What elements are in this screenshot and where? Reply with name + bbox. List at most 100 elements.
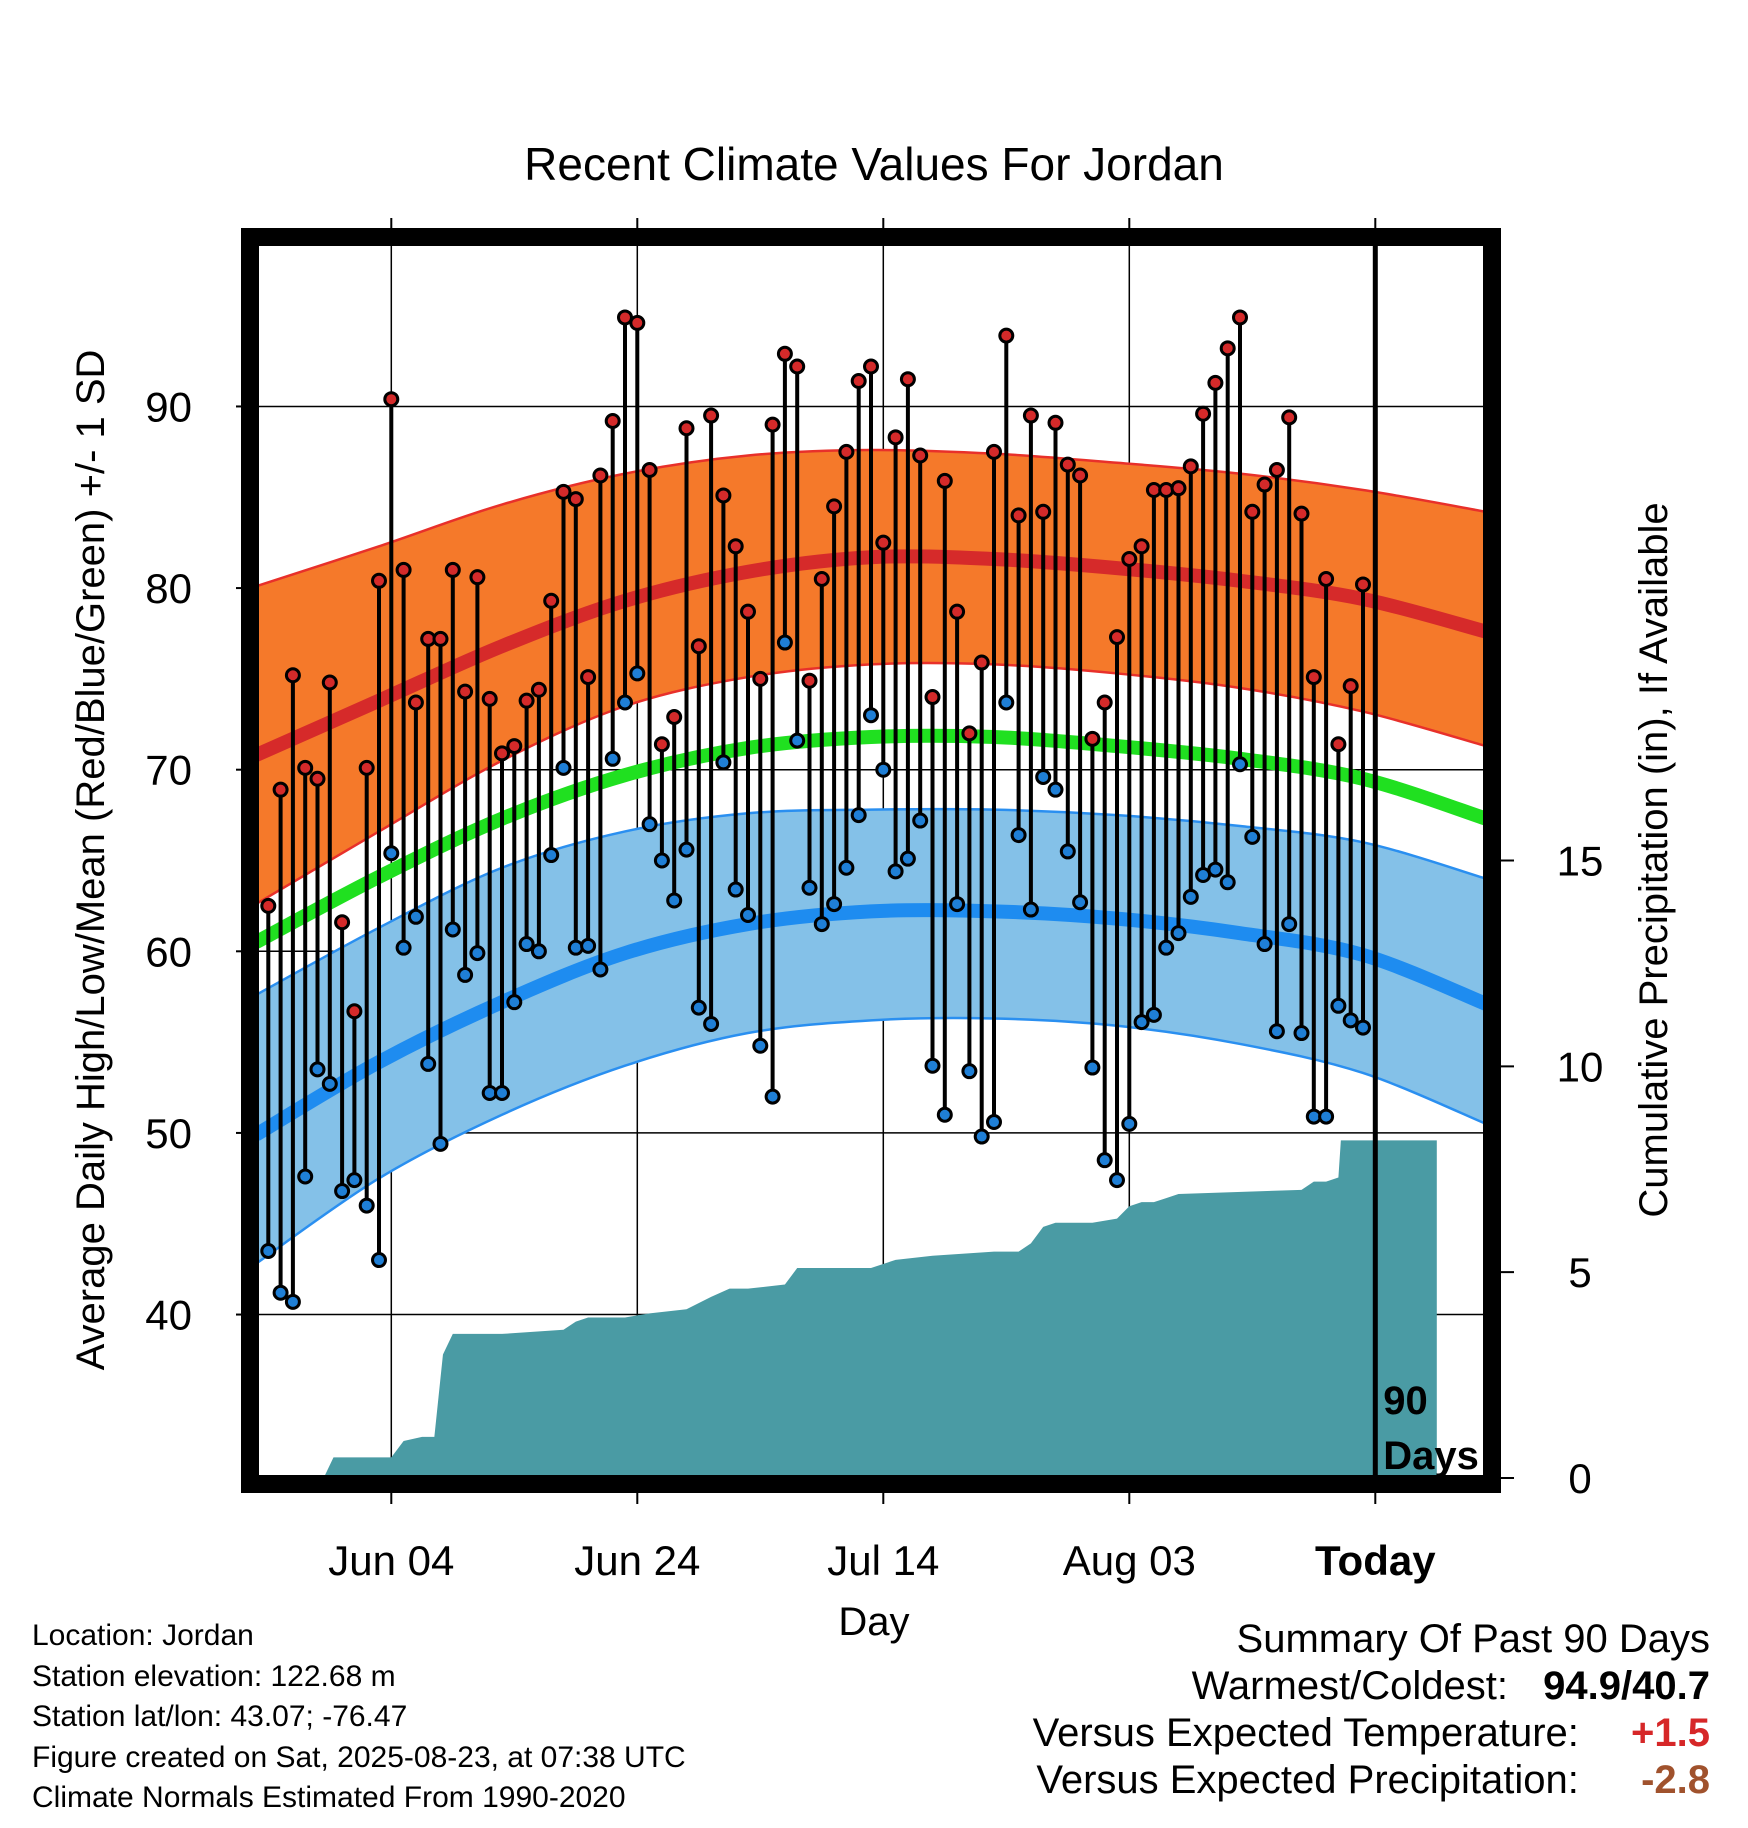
low-dot — [272, 1284, 289, 1301]
high-dot — [580, 669, 597, 686]
low-dot — [1318, 1108, 1335, 1125]
high-dot — [1355, 576, 1371, 593]
high-dot — [567, 491, 584, 508]
y-axis-title: Average Daily High/Low/Mean (Red/Blue/Gr… — [69, 350, 113, 1371]
high-dot — [457, 683, 474, 700]
warm-cold-value: 94.9/40.7 — [1543, 1663, 1710, 1710]
high-dot — [850, 373, 867, 390]
low-dot — [1207, 861, 1224, 878]
low-dot — [1281, 916, 1298, 933]
low-dot — [690, 999, 707, 1016]
elevation-text: Station elevation: 122.68 m — [32, 1659, 396, 1693]
low-dot — [936, 1106, 953, 1123]
low-dot — [346, 1172, 363, 1189]
low-dot — [801, 879, 818, 896]
y-tick-label: 60 — [145, 928, 192, 975]
low-dot — [1084, 1059, 1101, 1076]
high-dot — [629, 314, 646, 331]
low-dot — [284, 1293, 301, 1310]
x-axis-title: Day — [838, 1600, 909, 1644]
y-tick-label: 50 — [145, 1110, 192, 1157]
summary-heading: Summary Of Past 90 Days — [1236, 1617, 1710, 1661]
high-dot — [309, 770, 326, 787]
high-dot — [346, 1003, 363, 1020]
low-dot — [949, 896, 966, 913]
high-dot — [1035, 503, 1052, 520]
low-dot — [764, 1088, 781, 1105]
low-dot — [1170, 925, 1187, 942]
today-label: Days — [1383, 1434, 1479, 1478]
low-dot — [863, 707, 879, 724]
high-dot — [1305, 669, 1322, 686]
high-dot — [1342, 678, 1359, 695]
low-dot — [1059, 843, 1076, 860]
high-dot — [1109, 629, 1125, 646]
temp-row: Versus Expected Temperature: +1.5 — [1033, 1710, 1710, 1757]
low-dot — [1133, 1014, 1150, 1031]
high-dot — [284, 667, 301, 684]
high-dot — [986, 443, 1002, 460]
high-dot — [1084, 730, 1101, 747]
high-dot — [1232, 309, 1248, 326]
low-dot — [1268, 1023, 1285, 1040]
high-dot — [936, 472, 953, 489]
low-dot — [666, 892, 683, 909]
high-dot — [407, 694, 424, 711]
high-dot — [1207, 374, 1224, 391]
slash: / — [1621, 1664, 1633, 1708]
low-dot — [641, 816, 658, 833]
y-tick-label: 80 — [145, 565, 192, 612]
high-dot — [395, 561, 412, 578]
high-dot — [813, 570, 830, 587]
normals-text: Climate Normals Estimated From 1990-2020 — [32, 1781, 626, 1814]
low-dot — [555, 759, 572, 776]
low-dot — [629, 665, 646, 682]
high-dot — [1219, 340, 1236, 357]
high-dot — [752, 670, 769, 687]
high-dot — [998, 327, 1015, 344]
precip-value: -2.8 — [1641, 1758, 1710, 1802]
low-dot — [1256, 936, 1273, 953]
low-dot — [715, 754, 732, 771]
high-dot — [297, 759, 314, 776]
low-dot — [887, 863, 904, 880]
high-dot — [1170, 480, 1187, 497]
high-dot — [321, 674, 338, 691]
high-dot — [358, 759, 375, 776]
low-dot — [1022, 901, 1039, 918]
high-dot — [543, 592, 560, 609]
high-dot — [826, 498, 843, 515]
x-tick-label: Aug 03 — [1063, 1537, 1196, 1584]
high-dot — [863, 358, 879, 375]
low-dot — [530, 943, 547, 960]
low-dot — [420, 1055, 437, 1072]
temp-label: Versus Expected Temperature: — [1032, 1711, 1579, 1755]
high-dot — [383, 391, 400, 408]
high-dot — [432, 630, 449, 647]
high-dot — [1096, 694, 1113, 711]
low-dot — [1109, 1172, 1125, 1189]
low-dot — [1145, 1006, 1162, 1023]
low-dot — [407, 908, 424, 925]
temp-value: +1.5 — [1631, 1711, 1710, 1755]
low-dot — [776, 634, 793, 651]
low-dot — [1035, 768, 1052, 785]
high-dot — [1268, 462, 1285, 479]
x-tick-label: Jul 14 — [827, 1537, 939, 1584]
low-dot — [986, 1114, 1002, 1131]
high-dot — [530, 681, 547, 698]
high-dot — [260, 897, 277, 914]
low-dot — [334, 1183, 351, 1200]
low-dot — [752, 1037, 769, 1054]
precip-label: Versus Expected Precipitation: — [1036, 1758, 1579, 1802]
x-tick-label: Jun 04 — [328, 1537, 454, 1584]
high-dot — [912, 447, 929, 464]
low-dot — [1342, 1012, 1359, 1029]
low-dot — [617, 694, 633, 711]
low-dot — [653, 852, 670, 869]
today-label: 90 — [1383, 1379, 1428, 1423]
high-dot — [1281, 409, 1298, 426]
high-dot — [334, 914, 351, 931]
high-dot — [838, 443, 855, 460]
y-tick-label: 90 — [145, 383, 192, 430]
